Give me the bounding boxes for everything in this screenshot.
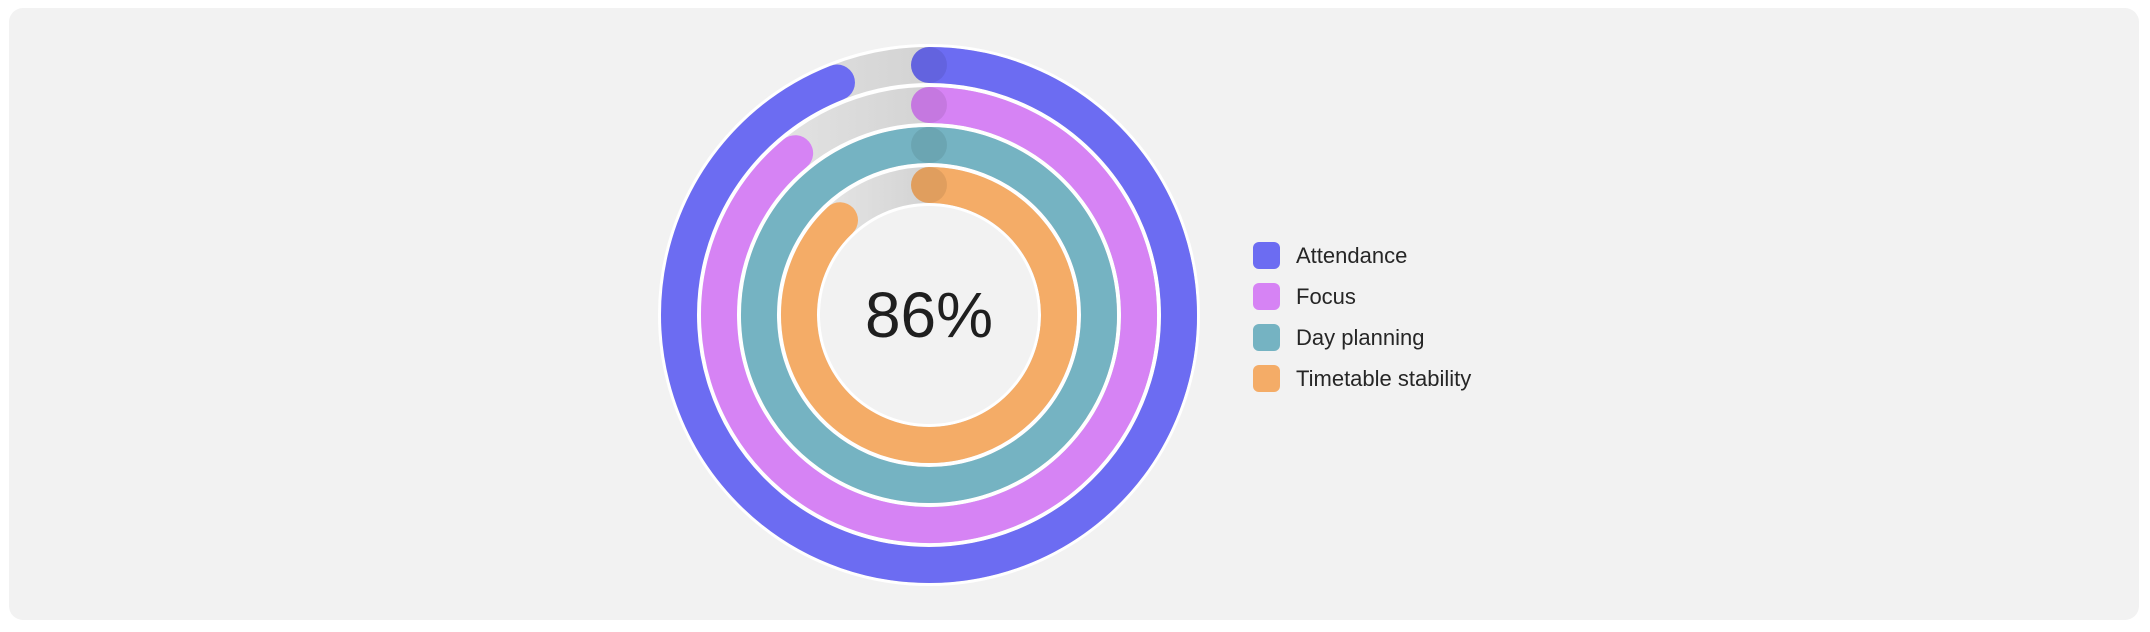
legend: Attendance Focus Day planning Timetable sta… xyxy=(1253,235,1471,399)
ring-bar-attendance[interactable] xyxy=(661,47,1197,583)
center-value-label: 86% xyxy=(865,279,993,351)
ring-bar-day-planning[interactable] xyxy=(741,127,1117,503)
ring-cap-attendance xyxy=(911,47,947,83)
ring-cap-day-planning xyxy=(911,127,947,163)
legend-label-focus: Focus xyxy=(1296,283,1356,309)
legend-item-day-planning[interactable]: Day planning xyxy=(1253,317,1471,358)
ring-cap-timetable-stability xyxy=(911,167,947,203)
legend-swatch-timetable-stability xyxy=(1253,365,1280,392)
legend-label-attendance: Attendance xyxy=(1296,242,1408,268)
legend-swatch-focus xyxy=(1253,283,1280,310)
ring-cap-focus xyxy=(911,87,947,123)
legend-label-day-planning: Day planning xyxy=(1296,324,1425,350)
legend-item-attendance[interactable]: Attendance xyxy=(1253,235,1471,276)
ring-bar-timetable-stability[interactable] xyxy=(781,167,1077,463)
legend-label-timetable-stability: Timetable stability xyxy=(1296,365,1472,391)
legend-item-timetable-stability[interactable]: Timetable stability xyxy=(1253,358,1471,399)
ring-bar-focus[interactable] xyxy=(701,87,1157,543)
legend-item-focus[interactable]: Focus xyxy=(1253,276,1471,317)
rings-group xyxy=(658,44,1200,586)
legend-swatch-day-planning xyxy=(1253,324,1280,351)
legend-swatch-attendance xyxy=(1253,242,1280,269)
